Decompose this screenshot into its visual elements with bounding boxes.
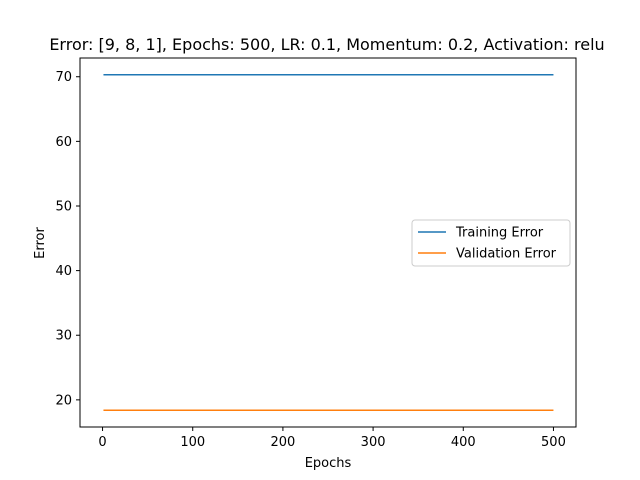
y-tick-label: 20 [55, 393, 72, 408]
x-axis: 0 100 200 300 400 500 [98, 427, 566, 450]
legend-box [411, 219, 571, 267]
x-tick-label: 200 [270, 435, 295, 450]
x-tick-label: 300 [361, 435, 386, 450]
y-axis: 20 30 40 50 60 70 [55, 70, 80, 408]
x-tick-label: 100 [180, 435, 205, 450]
plot-area-frame [79, 57, 577, 428]
y-tick-label: 40 [55, 264, 72, 279]
x-axis-label: Epochs [305, 456, 352, 471]
x-tick-label: 500 [541, 435, 566, 450]
y-tick-label: 30 [55, 329, 72, 344]
legend: Training Error Validation Error [411, 219, 571, 267]
x-tick-label: 400 [451, 435, 476, 450]
y-tick-label: 50 [55, 199, 72, 214]
y-axis-label: Error [33, 227, 48, 259]
x-tick-label: 0 [98, 435, 106, 450]
chart-title: Error: [9, 8, 1], Epochs: 500, LR: 0.1, … [49, 35, 604, 54]
legend-label: Validation Error [456, 247, 557, 262]
y-tick-label: 70 [55, 70, 72, 85]
legend-label: Training Error [455, 226, 544, 241]
y-tick-label: 60 [55, 135, 72, 150]
